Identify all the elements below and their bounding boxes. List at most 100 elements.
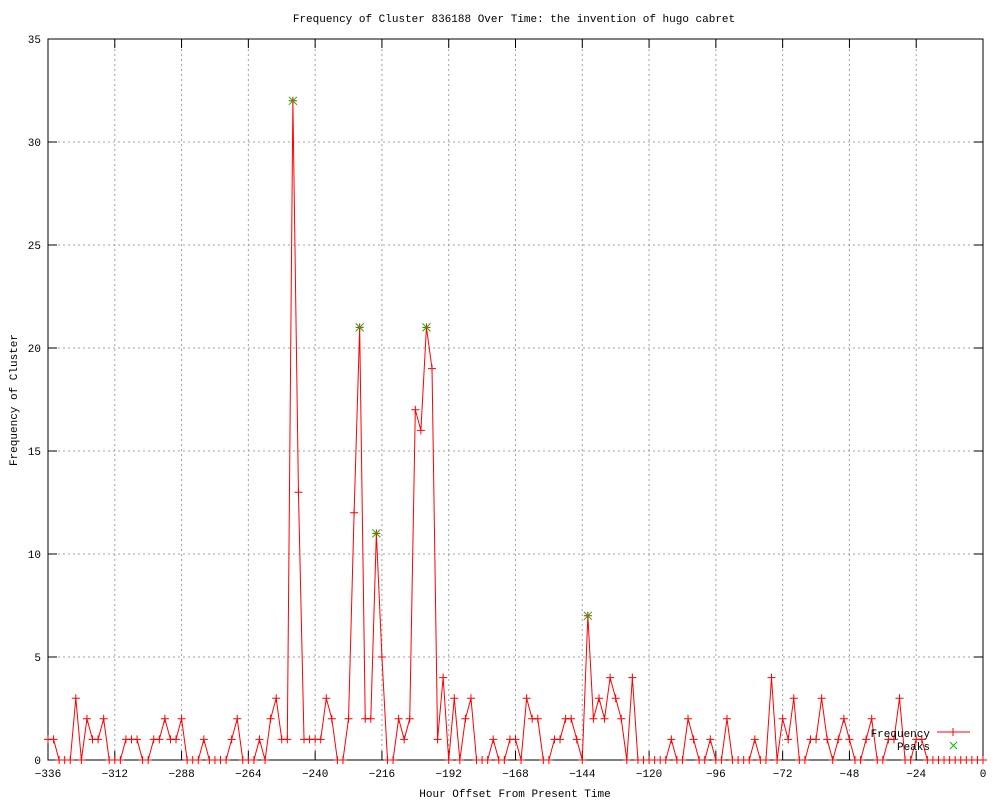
- frequency-point: [116, 756, 125, 764]
- frequency-point: [706, 735, 715, 744]
- frequency-point: [594, 694, 603, 703]
- frequency-point: [233, 714, 242, 723]
- x-tick-label: −144: [569, 769, 596, 781]
- frequency-point: [517, 756, 526, 764]
- frequency-point: [617, 714, 626, 723]
- frequency-point: [500, 756, 509, 764]
- x-tick-label: −96: [706, 769, 726, 781]
- frequency-point: [606, 673, 615, 682]
- legend: Frequency Peaks: [871, 728, 970, 754]
- frequency-point: [611, 694, 620, 703]
- frequency-point: [700, 756, 709, 764]
- chart-title: Frequency of Cluster 836188 Over Time: t…: [293, 14, 735, 26]
- frequency-point: [717, 756, 726, 764]
- frequency-point: [862, 735, 871, 744]
- x-tick-label: −312: [102, 769, 128, 781]
- frequency-point: [823, 735, 832, 744]
- frequency-point: [394, 714, 403, 723]
- frequency-point: [722, 714, 731, 723]
- frequency-point: [261, 756, 270, 764]
- x-tick-label: −24: [906, 769, 926, 781]
- frequency-point: [689, 735, 698, 744]
- frequency-point: [428, 364, 437, 373]
- frequency-point: [155, 735, 164, 744]
- frequency-point: [828, 756, 837, 764]
- frequency-point: [979, 756, 987, 764]
- frequency-point: [661, 756, 670, 764]
- frequency-point: [144, 756, 153, 764]
- frequency-point: [745, 756, 754, 764]
- frequency-point: [889, 735, 898, 744]
- frequency-point: [222, 756, 231, 764]
- frequency-point: [294, 488, 303, 497]
- frequency-point: [366, 714, 375, 723]
- peak-point: [372, 529, 381, 538]
- y-tick-label: 20: [28, 344, 41, 356]
- frequency-point: [439, 673, 448, 682]
- frequency-point: [99, 714, 108, 723]
- frequency-point: [194, 756, 203, 764]
- frequency-point: [255, 735, 264, 744]
- frequency-point: [400, 735, 409, 744]
- frequency-point: [77, 756, 86, 764]
- grid: [48, 39, 983, 760]
- frequency-point: [789, 694, 798, 703]
- x-tick-label: 0: [980, 769, 987, 781]
- axes: −336 −312 −288 −264 −240 −216 −192 −168 −144 −120…: [28, 35, 987, 781]
- frequency-point: [622, 756, 631, 764]
- frequency-point: [600, 714, 609, 723]
- legend-marker-peaks: [949, 741, 958, 750]
- peak-point: [583, 611, 593, 621]
- frequency-point: [416, 426, 425, 435]
- frequency-point: [316, 735, 325, 744]
- frequency-point: [895, 694, 904, 703]
- frequency-point: [684, 714, 693, 723]
- peak-point: [422, 323, 431, 332]
- frequency-point: [572, 735, 581, 744]
- frequency-point: [483, 756, 492, 764]
- frequency-point: [71, 694, 80, 703]
- frequency-point: [350, 508, 359, 517]
- frequency-point: [466, 694, 475, 703]
- frequency-point: [767, 673, 776, 682]
- frequency-point: [377, 653, 386, 661]
- frequency-point: [389, 756, 398, 764]
- frequency-point: [784, 735, 793, 744]
- y-tick-label: 0: [34, 756, 41, 768]
- frequency-point: [133, 735, 142, 744]
- frequency-point: [839, 714, 848, 723]
- frequency-point: [338, 756, 347, 764]
- y-tick-label: 25: [28, 241, 41, 253]
- x-tick-label: −240: [302, 769, 328, 781]
- frequency-point: [750, 735, 759, 744]
- frequency-point: [778, 714, 787, 723]
- x-tick-label: −48: [840, 769, 860, 781]
- frequency-point: [199, 735, 208, 744]
- frequency-point: [773, 756, 782, 764]
- frequency-point: [327, 714, 336, 723]
- series-layer: [44, 96, 987, 764]
- frequency-point: [544, 756, 553, 764]
- frequency-point: [628, 673, 637, 682]
- frequency-point: [761, 756, 770, 764]
- x-tick-label: −288: [168, 769, 194, 781]
- frequency-point: [812, 735, 821, 744]
- frequency-point: [667, 735, 676, 744]
- frequency-point: [578, 756, 587, 764]
- frequency-point: [867, 714, 876, 723]
- y-tick-label: 30: [28, 138, 41, 150]
- frequency-point: [556, 735, 565, 744]
- frequency-point: [249, 756, 258, 764]
- y-tick-label: 35: [28, 35, 41, 47]
- frequency-point: [450, 694, 459, 703]
- frequency-point: [433, 735, 442, 744]
- peak-point: [355, 323, 365, 332]
- frequency-point: [160, 714, 169, 723]
- frequency-point: [817, 694, 826, 703]
- frequency-point: [906, 756, 915, 764]
- frequency-point: [567, 714, 576, 723]
- frequency-point: [227, 735, 236, 744]
- frequency-point: [283, 735, 292, 744]
- frequency-point: [272, 694, 281, 703]
